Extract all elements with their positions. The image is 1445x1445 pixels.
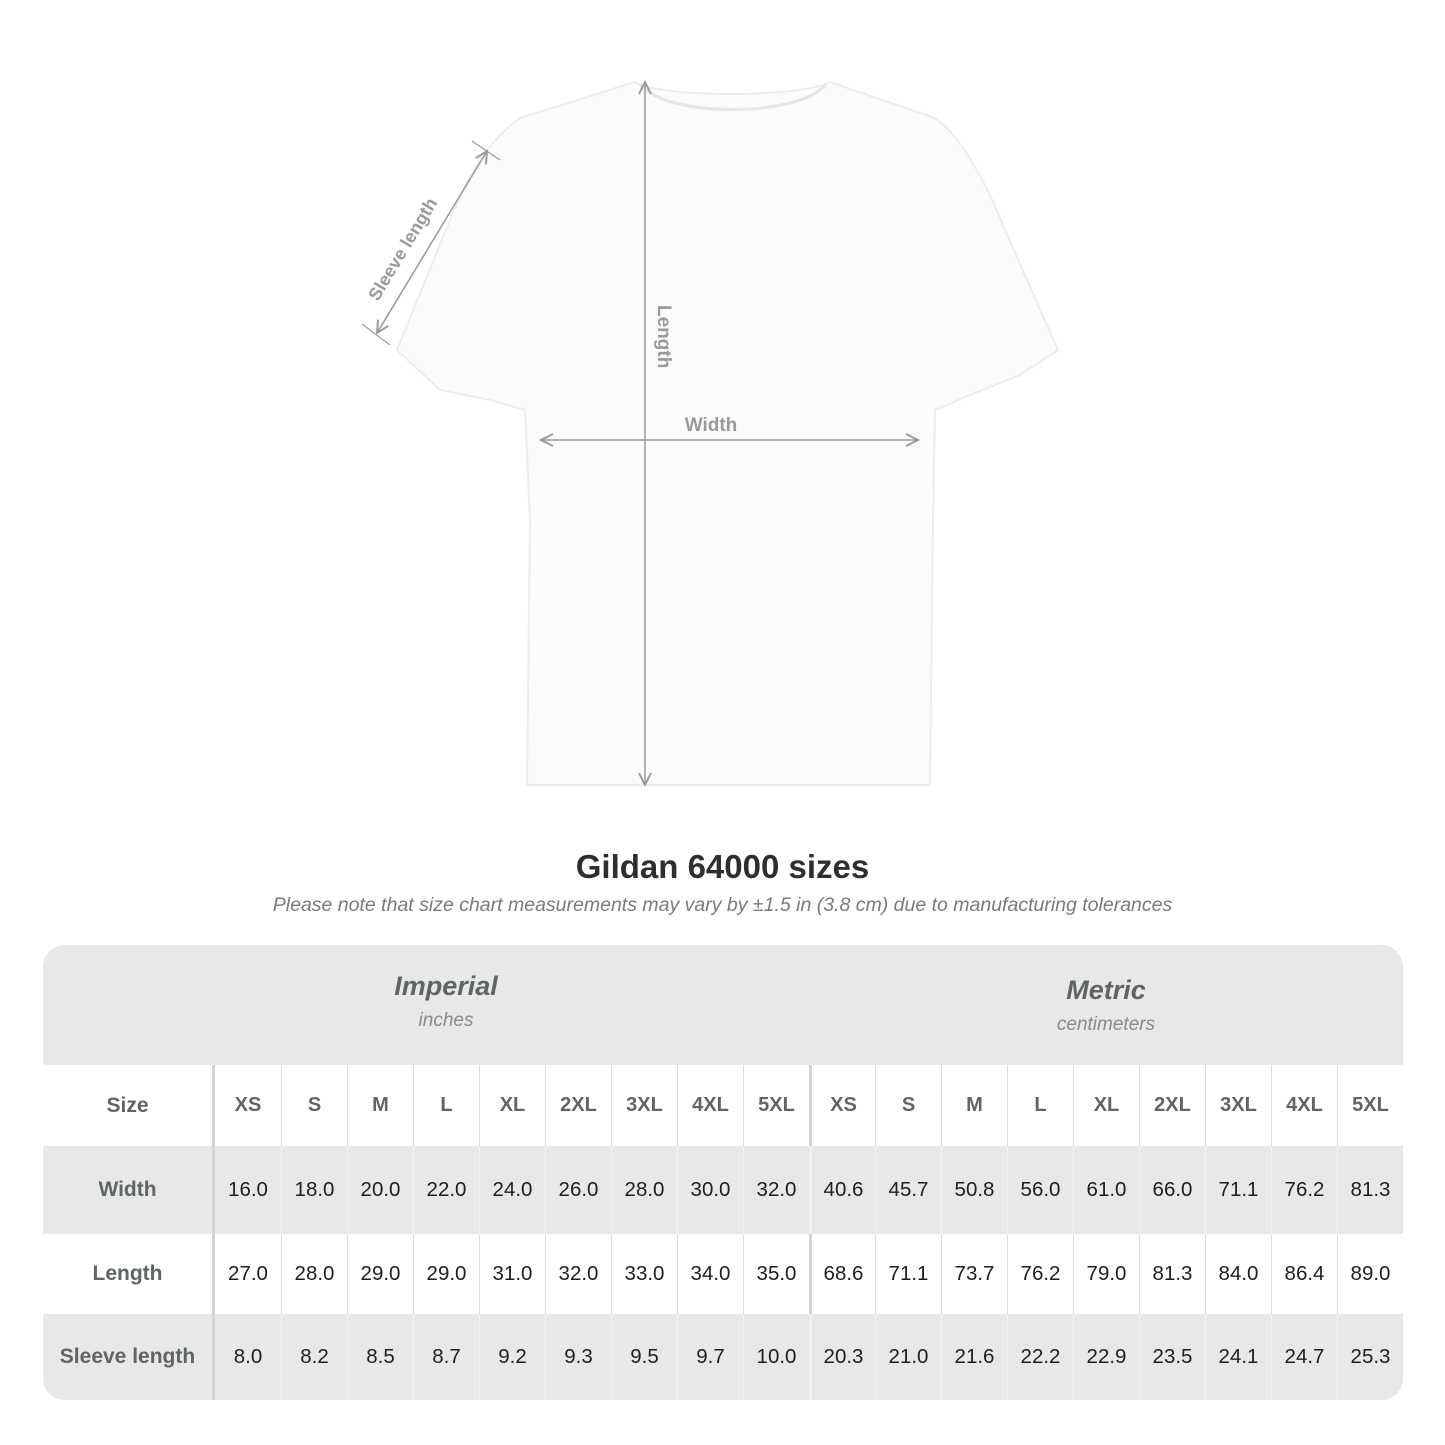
cell-metric: 71.1	[1205, 1146, 1271, 1234]
cell-imperial: 22.0	[413, 1146, 479, 1234]
size-header-metric: 3XL	[1205, 1065, 1271, 1146]
cell-metric: 81.3	[1139, 1234, 1205, 1314]
cell-metric: 71.1	[875, 1234, 941, 1314]
cell-metric: 68.6	[809, 1234, 875, 1314]
size-header-imperial: 5XL	[743, 1065, 809, 1146]
cell-metric: 89.0	[1337, 1234, 1403, 1314]
size-header-imperial: L	[413, 1065, 479, 1146]
size-header-imperial: XL	[479, 1065, 545, 1146]
cell-metric: 22.9	[1073, 1314, 1139, 1400]
cell-imperial: 16.0	[228, 1178, 268, 1201]
cell-imperial: 35.0	[743, 1234, 809, 1314]
cell-imperial: 20.0	[347, 1146, 413, 1234]
size-table: Imperial inches Metric centimeters Size X…	[43, 945, 1403, 1400]
cell-metric: 76.2	[1271, 1146, 1337, 1234]
size-header-metric: 5XL	[1337, 1065, 1403, 1146]
cell-metric: 25.3	[1337, 1314, 1403, 1400]
table-row: Length 27.0 28.0 29.0 29.0 31.0 32.0 33.0 34.0 35…	[43, 1234, 1403, 1314]
row-label: Length	[43, 1234, 215, 1314]
row-label: Sleeve length	[43, 1314, 215, 1400]
cell-metric: 73.7	[941, 1234, 1007, 1314]
cell-metric: 50.8	[941, 1146, 1007, 1234]
cell-metric: 45.7	[875, 1146, 941, 1234]
cell-metric: 21.0	[875, 1314, 941, 1400]
cell-metric: 23.5	[1139, 1314, 1205, 1400]
cell-imperial: 18.0	[281, 1146, 347, 1234]
cell-imperial: 8.2	[281, 1314, 347, 1400]
imperial-unit: inches	[418, 1010, 474, 1031]
cell-metric: 79.0	[1073, 1234, 1139, 1314]
cell-imperial: 26.0	[545, 1146, 611, 1234]
cell-imperial: 30.0	[677, 1146, 743, 1234]
cell-metric: 22.2	[1007, 1314, 1073, 1400]
size-header-metric: M	[941, 1065, 1007, 1146]
imperial-header: Imperial inches	[215, 945, 677, 1063]
cell-imperial: 9.5	[611, 1314, 677, 1400]
cell-imperial: 10.0	[743, 1314, 809, 1400]
cell-metric: 81.3	[1337, 1146, 1403, 1234]
cell-imperial: 9.7	[677, 1314, 743, 1400]
length-label: Length	[653, 305, 674, 368]
tolerance-note: Please note that size chart measurements…	[272, 894, 1173, 916]
collar	[638, 83, 828, 111]
size-header-imperial: 2XL	[545, 1065, 611, 1146]
size-header-imperial: S	[281, 1065, 347, 1146]
cell-metric: 66.0	[1139, 1146, 1205, 1234]
cell-imperial: 28.0	[281, 1234, 347, 1314]
cell-imperial: 31.0	[479, 1234, 545, 1314]
cell-metric: 61.0	[1073, 1146, 1139, 1234]
cell-metric: 84.0	[1205, 1234, 1271, 1314]
size-header-row: Size XS S M L XL 2XL 3XL 4XL 5XL XS S M L XL 2XL 3XL 4XL 5…	[43, 1065, 1403, 1146]
metric-header: Metric centimeters	[809, 945, 1403, 1063]
cell-imperial: 8.5	[347, 1314, 413, 1400]
cell-imperial: 32.0	[545, 1234, 611, 1314]
cell-metric: 76.2	[1007, 1234, 1073, 1314]
size-header-metric: 2XL	[1139, 1065, 1205, 1146]
width-label: Width	[685, 415, 738, 436]
row-label: Size	[43, 1065, 215, 1146]
table-row: Width 16.0 18.0 20.0 22.0 24.0 26.0 28.0 30.0 32.…	[43, 1146, 1403, 1234]
cell-metric: 20.3	[809, 1314, 875, 1400]
cell-imperial: 9.3	[545, 1314, 611, 1400]
cell-metric: 21.6	[941, 1314, 1007, 1400]
size-header-metric: XL	[1073, 1065, 1139, 1146]
size-header-imperial: 3XL	[611, 1065, 677, 1146]
cell-metric: 56.0	[1007, 1146, 1073, 1234]
tshirt-diagram: Length Width Sleeve length	[361, 0, 1060, 820]
cell-imperial: 29.0	[413, 1234, 479, 1314]
imperial-title: Imperial	[394, 971, 498, 1001]
cell-metric: 24.1	[1205, 1314, 1271, 1400]
page-title: Gildan 64000 sizes	[575, 848, 870, 885]
row-label: Width	[43, 1146, 215, 1234]
cell-imperial: 8.7	[413, 1314, 479, 1400]
cell-imperial: 34.0	[677, 1234, 743, 1314]
cell-imperial: 9.2	[479, 1314, 545, 1400]
cell-imperial: 32.0	[743, 1146, 809, 1234]
size-header-metric: S	[875, 1065, 941, 1146]
cell-imperial: 27.0	[228, 1262, 268, 1285]
sleeve-arrow	[377, 151, 487, 333]
cell-imperial: 29.0	[347, 1234, 413, 1314]
cell-metric: 40.6	[809, 1146, 875, 1234]
size-header-metric: XS	[809, 1065, 875, 1146]
size-header-imperial: XS	[234, 1094, 262, 1116]
metric-unit: centimeters	[1056, 1014, 1156, 1035]
size-header-imperial: 4XL	[677, 1065, 743, 1146]
cell-imperial: 28.0	[611, 1146, 677, 1234]
cell-imperial: 24.0	[479, 1146, 545, 1234]
table-row: Sleeve length 8.0 8.2 8.5 8.7 9.2 9.3 9.5 9.7 10.…	[43, 1314, 1403, 1400]
size-header-imperial: M	[347, 1065, 413, 1146]
cell-imperial: 33.0	[611, 1234, 677, 1314]
metric-title: Metric	[1066, 975, 1146, 1005]
size-header-metric: 4XL	[1271, 1065, 1337, 1146]
cell-metric: 24.7	[1271, 1314, 1337, 1400]
cell-imperial: 8.0	[233, 1345, 263, 1368]
size-header-metric: L	[1007, 1065, 1073, 1146]
cell-metric: 86.4	[1271, 1234, 1337, 1314]
